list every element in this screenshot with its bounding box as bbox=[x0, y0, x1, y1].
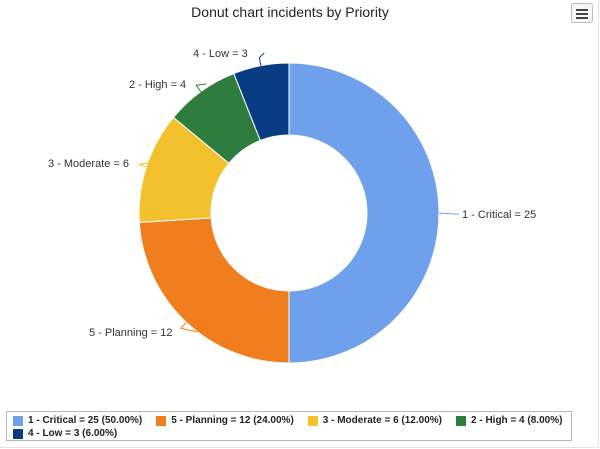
legend-item-planning[interactable]: 5 - Planning = 12 (24.00%) bbox=[156, 415, 294, 427]
legend-swatch-low bbox=[13, 429, 23, 439]
legend-label-high: 2 - High = 4 (8.00%) bbox=[471, 415, 563, 426]
donut-chart: 1 - Critical = 25 5 - Planning = 12 3 - Mo… bbox=[48, 48, 536, 364]
legend-item-high[interactable]: 2 - High = 4 (8.00%) bbox=[456, 415, 562, 427]
legend-label-low: 4 - Low = 3 (6.00%) bbox=[28, 428, 118, 439]
data-label-high: 2 - High = 4 bbox=[129, 79, 186, 91]
data-label-moderate: 3 - Moderate = 6 bbox=[48, 158, 129, 170]
legend-swatch-high bbox=[456, 416, 466, 426]
chart-title: Donut chart incidents by Priority bbox=[191, 4, 389, 20]
data-label-critical: 1 - Critical = 25 bbox=[462, 209, 536, 221]
chart-legend: 1 - Critical = 25 (50.00%) 5 - Planning =… bbox=[6, 411, 572, 441]
slice-critical[interactable] bbox=[288, 62, 440, 364]
legend-label-planning: 5 - Planning = 12 (24.00%) bbox=[171, 415, 294, 426]
legend-swatch-critical bbox=[13, 416, 23, 426]
legend-label-moderate: 3 - Moderate = 6 (12.00%) bbox=[322, 415, 442, 426]
legend-swatch-moderate bbox=[307, 416, 318, 426]
legend-item-critical[interactable]: 1 - Critical = 25 (50.00%) bbox=[13, 415, 142, 427]
data-label-planning: 5 - Planning = 12 bbox=[89, 327, 172, 339]
legend-swatch-planning bbox=[156, 416, 167, 426]
slice-low[interactable] bbox=[233, 62, 290, 142]
data-label-low: 4 - Low = 3 bbox=[193, 48, 248, 60]
connector-low bbox=[258, 52, 265, 66]
hamburger-menu-icon[interactable] bbox=[571, 3, 593, 23]
slice-planning[interactable] bbox=[138, 217, 290, 364]
connector-moderate bbox=[138, 162, 151, 168]
legend-item-moderate[interactable]: 3 - Moderate = 6 (12.00%) bbox=[307, 415, 442, 427]
legend-item-low[interactable]: 4 - Low = 3 (6.00%) bbox=[13, 428, 117, 440]
connector-critical bbox=[438, 212, 459, 215]
legend-label-critical: 1 - Critical = 25 (50.00%) bbox=[28, 415, 143, 426]
connector-high bbox=[195, 83, 207, 92]
connector-planning bbox=[179, 322, 198, 333]
